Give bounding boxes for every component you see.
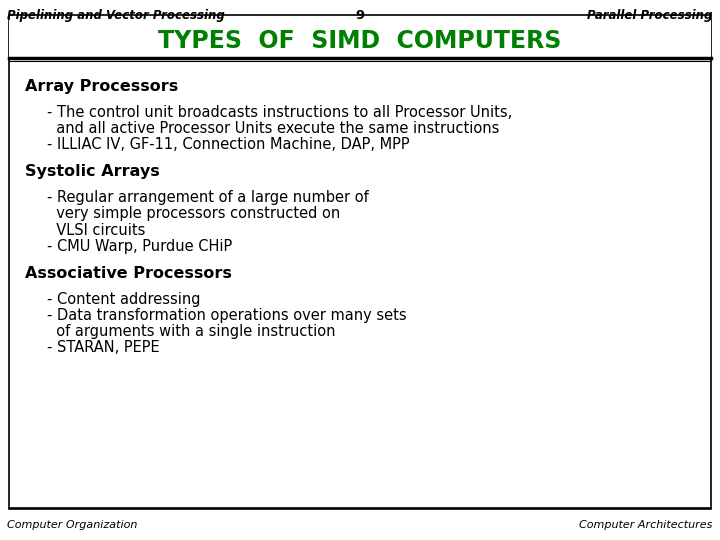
Text: 9: 9 <box>356 9 364 22</box>
Text: of arguments with a single instruction: of arguments with a single instruction <box>47 324 336 339</box>
Text: - ILLIAC IV, GF-11, Connection Machine, DAP, MPP: - ILLIAC IV, GF-11, Connection Machine, … <box>47 137 410 152</box>
Text: Systolic Arrays: Systolic Arrays <box>25 164 160 179</box>
Text: - Regular arrangement of a large number of: - Regular arrangement of a large number … <box>47 190 369 205</box>
Text: - The control unit broadcasts instructions to all Processor Units,: - The control unit broadcasts instructio… <box>47 105 512 120</box>
Text: Pipelining and Vector Processing: Pipelining and Vector Processing <box>7 9 225 22</box>
Text: VLSI circuits: VLSI circuits <box>47 222 145 238</box>
Text: - Data transformation operations over many sets: - Data transformation operations over ma… <box>47 308 406 323</box>
Bar <box>9 20 711 57</box>
Text: Associative Processors: Associative Processors <box>25 266 232 281</box>
Text: - Content addressing: - Content addressing <box>47 292 200 307</box>
Text: - CMU Warp, Purdue CHiP: - CMU Warp, Purdue CHiP <box>47 239 232 254</box>
Text: Array Processors: Array Processors <box>25 79 179 94</box>
Text: Computer Architectures: Computer Architectures <box>580 520 713 530</box>
Text: and all active Processor Units execute the same instructions: and all active Processor Units execute t… <box>47 121 499 136</box>
Text: very simple processors constructed on: very simple processors constructed on <box>47 206 340 221</box>
Text: TYPES  OF  SIMD  COMPUTERS: TYPES OF SIMD COMPUTERS <box>158 29 562 52</box>
Text: - STARAN, PEPE: - STARAN, PEPE <box>47 340 159 355</box>
Text: Parallel Processing: Parallel Processing <box>588 9 713 22</box>
Text: Computer Organization: Computer Organization <box>7 520 138 530</box>
